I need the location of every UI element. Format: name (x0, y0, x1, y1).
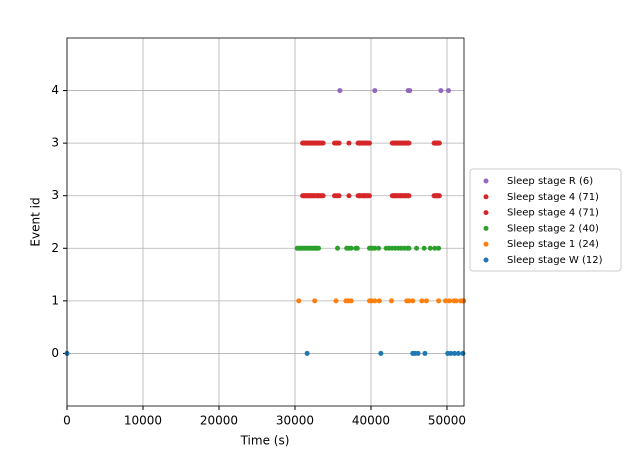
data-point (402, 140, 408, 146)
data-point (448, 350, 454, 356)
y-tick-label: 0 (51, 346, 59, 360)
data-point (376, 245, 382, 251)
legend: Sleep stage R (6) Sleep stage 4 (71) Sleep… (469, 168, 622, 272)
data-point (366, 140, 372, 146)
data-point (376, 298, 382, 304)
data-point (372, 298, 378, 304)
data-point (336, 140, 342, 146)
data-point (361, 140, 367, 146)
legend-label: Sleep stage 1 (24) (507, 239, 599, 250)
data-point (348, 245, 354, 251)
data-point (407, 88, 413, 94)
x-tick-label: 20000 (200, 414, 238, 428)
legend-marker (483, 210, 489, 216)
data-point (354, 245, 360, 251)
data-point (346, 140, 352, 146)
data-point (333, 298, 339, 304)
data-point (398, 193, 404, 199)
data-point (406, 245, 412, 251)
legend-label: Sleep stage 2 (40) (507, 223, 599, 234)
data-point (406, 140, 412, 146)
data-point (389, 298, 395, 304)
data-point (442, 298, 448, 304)
data-point (436, 298, 442, 304)
data-point (296, 298, 302, 304)
legend-label: Sleep stage W (12) (507, 255, 603, 266)
data-point (315, 193, 321, 199)
legend-label: Sleep stage 4 (71) (507, 192, 599, 203)
data-point (406, 298, 412, 304)
data-point (336, 193, 342, 199)
data-point (445, 88, 451, 94)
x-tick-label: 40000 (352, 414, 390, 428)
legend-marker (483, 178, 489, 184)
data-point (402, 193, 408, 199)
data-point (361, 193, 367, 199)
data-point (453, 298, 459, 304)
data-point (337, 88, 343, 94)
data-point (312, 298, 318, 304)
data-point (372, 245, 378, 251)
data-point (406, 193, 412, 199)
legend-marker (483, 225, 489, 231)
data-point (419, 298, 425, 304)
legend-label: Sleep stage 4 (71) (507, 208, 599, 219)
y-axis-label: Event id (29, 197, 43, 246)
data-point (357, 140, 363, 146)
data-point (315, 140, 321, 146)
plot-frame (66, 37, 465, 407)
y-tick-label: 2 (51, 241, 59, 255)
x-tick-label: 0 (63, 414, 71, 428)
legend-box (469, 168, 622, 272)
data-point (422, 350, 428, 356)
x-tick-label: 30000 (276, 414, 314, 428)
data-point (398, 140, 404, 146)
data-point (427, 245, 433, 251)
data-point (460, 350, 466, 356)
data-point (436, 245, 442, 251)
data-point (421, 245, 427, 251)
data-point (414, 245, 420, 251)
x-axis-label: Time (s) (240, 434, 290, 448)
data-point (432, 245, 438, 251)
data-point (316, 245, 322, 251)
data-point (455, 350, 461, 356)
x-tick-label: 10000 (124, 414, 162, 428)
data-point (357, 193, 363, 199)
data-point (372, 88, 378, 94)
legend-label: Sleep stage R (6) (507, 176, 593, 187)
data-point (436, 140, 442, 146)
data-point (452, 350, 458, 356)
data-point (393, 193, 399, 199)
legend-marker (483, 241, 489, 247)
data-point (438, 88, 444, 94)
data-point (310, 140, 316, 146)
data-point (346, 193, 352, 199)
data-point (393, 140, 399, 146)
y-tick-label: 3 (51, 136, 59, 150)
y-tick-label: 1 (51, 293, 59, 307)
data-point (410, 298, 416, 304)
data-point (415, 350, 421, 356)
x-tick-label: 50000 (428, 414, 466, 428)
legend-marker (483, 194, 489, 200)
data-point (310, 193, 316, 199)
data-point (348, 298, 354, 304)
data-point (446, 298, 452, 304)
data-point (320, 193, 326, 199)
data-point (335, 245, 341, 251)
y-tick-label: 4 (51, 83, 59, 97)
data-point (436, 193, 442, 199)
y-tick-label: 3 (51, 188, 59, 202)
data-point (423, 298, 429, 304)
legend-marker (483, 257, 489, 263)
data-point (366, 193, 372, 199)
data-point (378, 350, 384, 356)
data-point (320, 140, 326, 146)
data-point (304, 350, 310, 356)
